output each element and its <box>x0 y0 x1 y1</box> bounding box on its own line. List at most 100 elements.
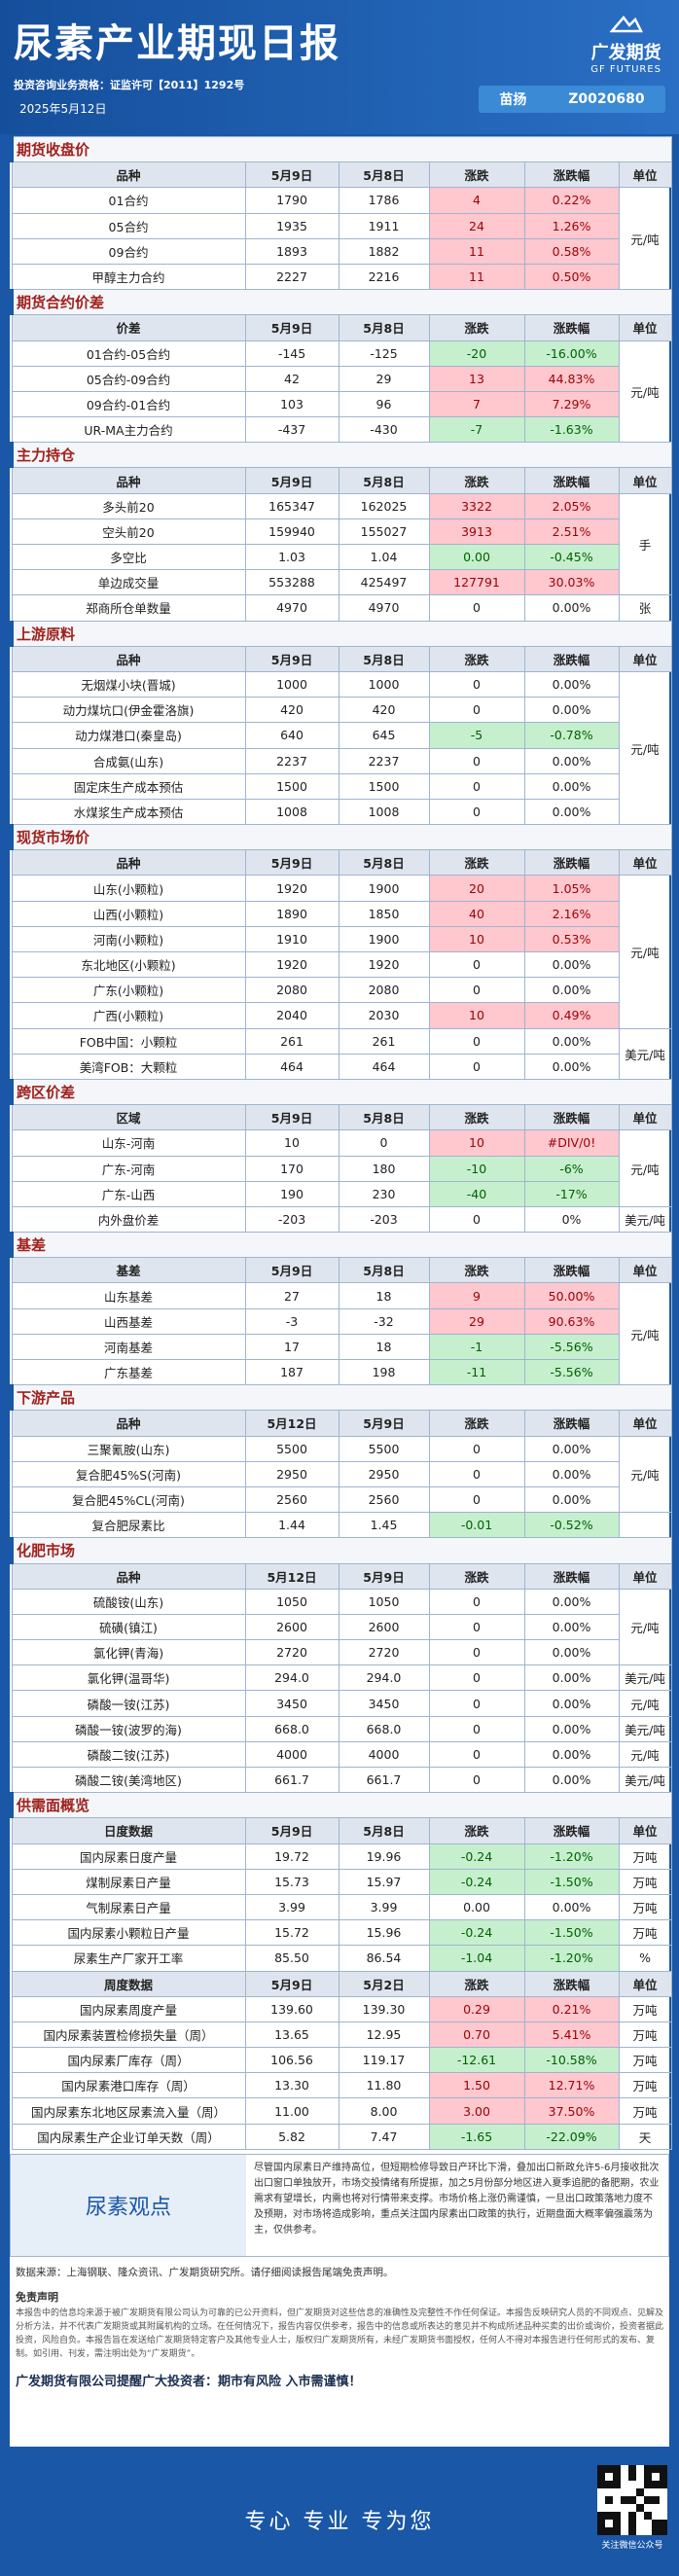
value-cell: -1.50% <box>523 1868 620 1895</box>
header-cell: 区域 <box>11 1104 246 1131</box>
value-cell: -11 <box>428 1358 525 1386</box>
value-cell: 0.49% <box>523 1002 620 1029</box>
value-cell: 11.80 <box>338 2072 430 2099</box>
value-cell: 0 <box>428 1435 525 1462</box>
item-name: 05合约 <box>11 212 246 239</box>
item-name: 国内尿素日度产量 <box>11 1843 246 1870</box>
value-cell: 0 <box>428 1588 525 1615</box>
header-cell: 单位 <box>618 467 672 494</box>
data-row: 磷酸一铵(波罗的海) 668.0 668.0 0 0.00% 美元/吨 <box>11 1715 672 1742</box>
unit-cell: 手 <box>618 492 672 596</box>
value-cell: 40 <box>428 900 525 927</box>
value-cell: 5.41% <box>523 2021 620 2049</box>
value-cell: 3.99 <box>244 1893 340 1921</box>
value-cell: 15.73 <box>244 1868 340 1895</box>
header-cell: 5月2日 <box>338 1970 430 1997</box>
qr-block: 关注微信公众号 <box>597 2465 667 2551</box>
value-cell: -145 <box>244 340 340 367</box>
value-cell: 0% <box>523 1205 620 1234</box>
value-cell: 0.00% <box>523 697 620 724</box>
header-cell: 涨跌幅 <box>523 1817 620 1844</box>
data-row: 广东基差 187 198 -11 -5.56% <box>11 1358 671 1386</box>
value-cell: 2237 <box>338 747 430 774</box>
header-cell: 涨跌 <box>428 1257 525 1284</box>
unit-cell: 美元/吨 <box>618 1664 672 1692</box>
data-row: 煤制尿素日产量 15.73 15.97 -0.24 -1.50% 万吨 <box>11 1868 672 1895</box>
header-cell: 5月9日 <box>244 314 340 341</box>
value-cell: 1910 <box>244 925 340 953</box>
value-cell: -203 <box>338 1205 430 1234</box>
header-cell: 5月8日 <box>338 314 430 341</box>
value-cell: 0.00% <box>523 747 620 774</box>
value-cell: -16.00% <box>523 340 620 367</box>
value-cell: 11.00 <box>244 2097 340 2125</box>
value-cell: 1.44 <box>244 1512 340 1539</box>
header-row: 品种 5月9日 5月8日 涨跌 涨跌幅 单位 <box>11 645 672 672</box>
value-cell: 0.00% <box>523 1639 620 1666</box>
value-cell: 0.00% <box>523 1053 620 1080</box>
value-cell: 139.60 <box>244 1995 340 2022</box>
data-row: 广西(小颗粒) 2040 2030 10 0.49% <box>11 1002 671 1029</box>
data-row: FOB中国：小颗粒 261 261 0 0.00% 美元/吨 <box>11 1027 672 1080</box>
data-row: 氯化钾(青海) 2720 2720 0 0.00% <box>11 1639 671 1666</box>
value-cell: -32 <box>338 1307 430 1335</box>
header-cell: 涨跌 <box>428 1104 525 1131</box>
header-cell: 5月9日 <box>244 849 340 877</box>
header-row: 品种 5月9日 5月8日 涨跌 涨跌幅 单位 <box>11 161 672 189</box>
value-cell: 230 <box>338 1180 430 1207</box>
data-row: 复合肥45%S(河南) 2950 2950 0 0.00% <box>11 1460 671 1487</box>
footer: 专心 专业 专为您 关注微信公众号 <box>0 2451 679 2576</box>
value-cell: 1920 <box>338 950 430 979</box>
value-cell: 4 <box>428 187 525 214</box>
value-cell: 4970 <box>338 594 430 622</box>
unit-cell: 元/吨 <box>618 187 672 291</box>
section-title: 期货收盘价 <box>9 135 672 163</box>
data-row: 09合约-01合约 103 96 7 7.29% <box>11 390 671 418</box>
value-cell: 661.7 <box>244 1766 340 1794</box>
value-cell: 0.00% <box>523 950 620 979</box>
value-cell: 0 <box>428 1664 525 1692</box>
value-cell: 0 <box>428 594 525 622</box>
item-name: UR-MA主力合约 <box>11 416 246 444</box>
section-title: 期货合约价差 <box>9 289 672 316</box>
value-cell: 10 <box>428 1129 525 1157</box>
unit-cell: 美元/吨 <box>618 1715 672 1742</box>
unit-cell <box>618 1512 672 1539</box>
header-cell: 涨跌 <box>428 645 525 672</box>
data-row: 内外盘价差 -203 -203 0 0% 美元/吨 <box>11 1205 672 1234</box>
item-name: 内外盘价差 <box>11 1205 246 1234</box>
value-cell: 180 <box>338 1155 430 1182</box>
value-cell: 1920 <box>244 875 340 902</box>
value-cell: 0.58% <box>523 237 620 265</box>
data-row: 三聚氰胺(山东) 5500 5500 0 0.00% 元/吨 <box>11 1435 672 1514</box>
value-cell: 2600 <box>244 1613 340 1641</box>
value-cell: 1900 <box>338 875 430 902</box>
header-cell: 日度数据 <box>11 1817 246 1844</box>
unit-cell: 张 <box>618 594 672 622</box>
unit-cell: 万吨 <box>618 2072 672 2099</box>
value-cell: 1.45 <box>338 1512 430 1539</box>
data-row: 磷酸一铵(江苏) 3450 3450 0 0.00% 元/吨 <box>11 1690 672 1717</box>
logo-cn: 广发期货 <box>590 43 661 63</box>
value-cell: 15.97 <box>338 1868 430 1895</box>
value-cell: 0.00% <box>523 1435 620 1462</box>
value-cell: 139.30 <box>338 1995 430 2022</box>
data-row: 郑商所仓单数量 4970 4970 0 0.00% 张 <box>11 594 672 622</box>
header-cell: 5月12日 <box>244 1410 340 1437</box>
value-cell: 420 <box>338 697 430 724</box>
section-row: 下游产品 <box>9 1384 672 1412</box>
unit-cell: 万吨 <box>618 1893 672 1921</box>
value-cell: 1.50 <box>428 2072 525 2099</box>
value-cell: 1786 <box>338 187 430 214</box>
header-cell: 涨跌 <box>428 849 525 877</box>
unit-cell: 元/吨 <box>618 1282 672 1386</box>
view-box: 尿素观点 尽管国内尿素日产维持高位，但短期检修导致日产环比下滑，叠加出口新政允许… <box>10 2153 669 2257</box>
qr-caption: 关注微信公众号 <box>601 2541 663 2551</box>
unit-cell: 天 <box>618 2123 672 2150</box>
value-cell: 29 <box>338 365 430 392</box>
header-row: 品种 5月12日 5月9日 涨跌 涨跌幅 单位 <box>11 1410 672 1437</box>
data-row: 空头前20 159940 155027 3913 2.51% <box>11 518 671 546</box>
value-cell: -17% <box>523 1180 620 1207</box>
value-cell: 17 <box>244 1333 340 1361</box>
data-row: 01合约 1790 1786 4 0.22% 元/吨 <box>11 187 672 291</box>
